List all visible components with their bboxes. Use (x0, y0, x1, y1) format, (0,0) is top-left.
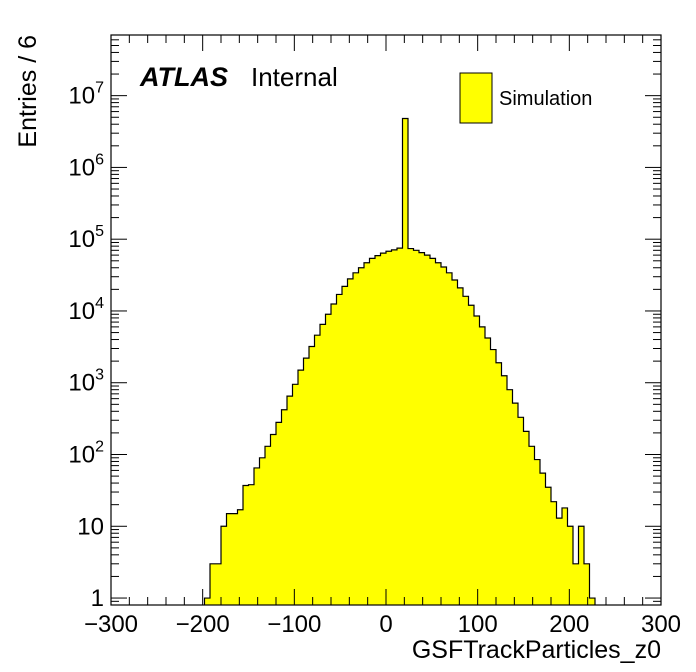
x-tick-labels: −300 −200 −100 0 100 200 300 (84, 611, 681, 638)
histogram-bar (226, 513, 233, 605)
histogram-bar (221, 526, 227, 605)
histogram-bar (325, 314, 332, 605)
y-axis-title: Entries / 6 (14, 35, 42, 148)
histogram-bar (529, 446, 535, 605)
histogram-bar (270, 434, 277, 605)
y-tick-label: 106 (68, 151, 104, 181)
x-tick-label: −200 (176, 611, 230, 638)
histogram-bar (551, 501, 557, 605)
histogram-bar (573, 563, 579, 605)
histogram-bar (314, 335, 321, 605)
y-tick-label: 1 (91, 585, 104, 612)
histogram-outline (203, 117, 596, 605)
histogram-bar (490, 349, 497, 605)
histogram-bar (336, 294, 343, 605)
histogram-bar (237, 509, 244, 605)
histogram-bar (534, 459, 541, 605)
histogram-bar (320, 324, 326, 605)
histogram-bar (545, 487, 552, 605)
histogram-bar (353, 272, 359, 605)
histogram-bar (281, 409, 288, 605)
histogram-bar (369, 258, 376, 605)
y-tick-label: 104 (68, 295, 104, 325)
histogram-bar (540, 473, 546, 605)
histogram-bar (474, 316, 480, 605)
histogram-bar (485, 338, 491, 605)
histogram-bar (413, 250, 420, 605)
histogram-bar (452, 280, 458, 605)
histogram-bar (589, 598, 596, 605)
histogram-bar (507, 389, 513, 605)
internal-label: Internal (251, 62, 338, 92)
histogram-bar (386, 251, 392, 606)
histogram-bar (501, 375, 508, 605)
histogram-bar (556, 518, 563, 605)
histogram-bar (419, 252, 425, 605)
histogram-bar (265, 446, 271, 605)
y-tick-label: 10 (77, 513, 104, 540)
x-tick-label: 200 (549, 611, 589, 638)
histogram-bar (424, 255, 431, 605)
legend-swatch (459, 72, 493, 124)
histogram-bar (358, 267, 365, 605)
histogram-bars (203, 117, 596, 606)
histogram-bar (435, 262, 442, 605)
histogram-bar (243, 485, 249, 605)
y-tick-label: 102 (68, 439, 104, 469)
histogram-bar (331, 304, 337, 605)
legend-label: Simulation (499, 88, 592, 110)
histogram-bar (259, 457, 266, 605)
histogram-bar (408, 248, 414, 605)
histogram-bar (303, 358, 310, 605)
histogram-bar (204, 598, 211, 605)
x-tick-label: −100 (267, 611, 321, 638)
histogram-bar (441, 266, 447, 605)
legend: Simulation (459, 72, 592, 124)
histogram-bar (347, 278, 354, 605)
atlas-label: ATLAS (139, 62, 228, 92)
histogram-bar (567, 526, 574, 605)
histogram-bar (276, 422, 282, 605)
x-tick-label: 300 (641, 611, 681, 638)
histogram-bar (430, 258, 436, 605)
y-tick-label: 107 (68, 80, 104, 110)
y-tick-label: 103 (68, 367, 104, 397)
histogram-bar (463, 296, 469, 605)
histogram-bar (248, 484, 255, 605)
histogram-bar (562, 507, 568, 605)
histogram-bar (380, 253, 387, 605)
histogram-bar (287, 396, 293, 605)
histogram-bar (375, 255, 381, 605)
histogram-bar (512, 403, 519, 605)
x-tick-label: −300 (84, 611, 138, 638)
x-tick-label: 0 (379, 611, 392, 638)
histogram-bar (364, 262, 370, 605)
histogram-bar (496, 362, 502, 605)
histogram-bar (298, 370, 304, 605)
histogram-bar (210, 563, 216, 605)
histogram-bar (468, 305, 475, 605)
histogram-bar (292, 384, 299, 605)
x-tick-label: 100 (458, 611, 498, 638)
histogram-bar (309, 346, 315, 605)
histogram-bar (391, 249, 398, 605)
histogram-bar (457, 287, 464, 605)
histogram-bar (479, 326, 486, 605)
histogram-bar (578, 526, 585, 605)
histogram-bar (523, 431, 530, 605)
y-tick-label: 105 (68, 223, 104, 253)
histogram-bar (518, 417, 524, 605)
histogram-bar (584, 563, 590, 605)
histogram-bar (254, 467, 260, 605)
histogram-bar (232, 513, 238, 605)
axis-ticks (110, 34, 662, 606)
histogram-bar (397, 248, 403, 605)
histogram-bar (402, 118, 409, 606)
y-tick-labels: 1 10 102 103 104 105 106 107 (68, 80, 104, 612)
histogram-bar (342, 286, 348, 605)
histogram-bar (446, 272, 453, 605)
histogram-bar (215, 563, 222, 605)
x-axis-title: GSFTrackParticles_z0 (412, 636, 661, 664)
